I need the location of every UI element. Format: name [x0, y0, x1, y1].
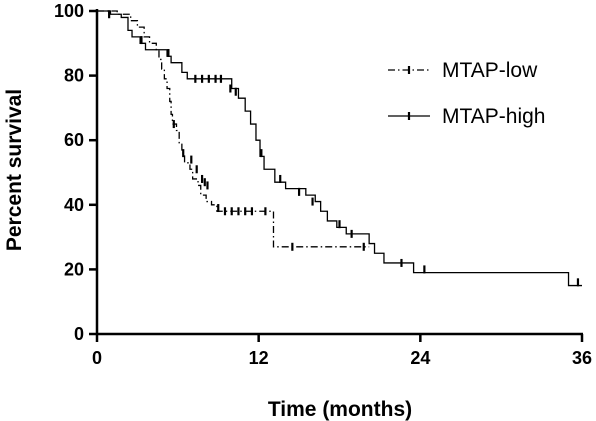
legend-label: MTAP-high — [442, 105, 545, 128]
y-tick-label: 40 — [64, 195, 84, 215]
ticks: 0 12 24 36 0 20 40 60 80 100 — [54, 1, 592, 368]
series-mtap-low — [97, 10, 370, 251]
x-tick-label: 0 — [92, 348, 102, 368]
x-axis-title: Time (months) — [268, 398, 412, 421]
y-axis-title: Percent survival — [3, 89, 26, 251]
series-layer — [97, 10, 582, 287]
survival-curve — [97, 10, 370, 248]
legend: MTAP-low MTAP-high — [388, 59, 545, 128]
x-tick-label: 12 — [249, 348, 269, 368]
x-tick-label: 36 — [572, 348, 592, 368]
y-tick-label: 100 — [54, 1, 84, 21]
y-tick-label: 0 — [74, 324, 84, 344]
series-mtap-high — [97, 10, 582, 287]
survival-curve — [97, 10, 582, 287]
y-tick-label: 20 — [64, 259, 84, 279]
x-tick-label: 24 — [410, 348, 430, 368]
y-tick-label: 80 — [64, 66, 84, 86]
legend-label: MTAP-low — [442, 59, 538, 82]
y-tick-label: 60 — [64, 130, 84, 150]
axes — [95, 9, 583, 336]
